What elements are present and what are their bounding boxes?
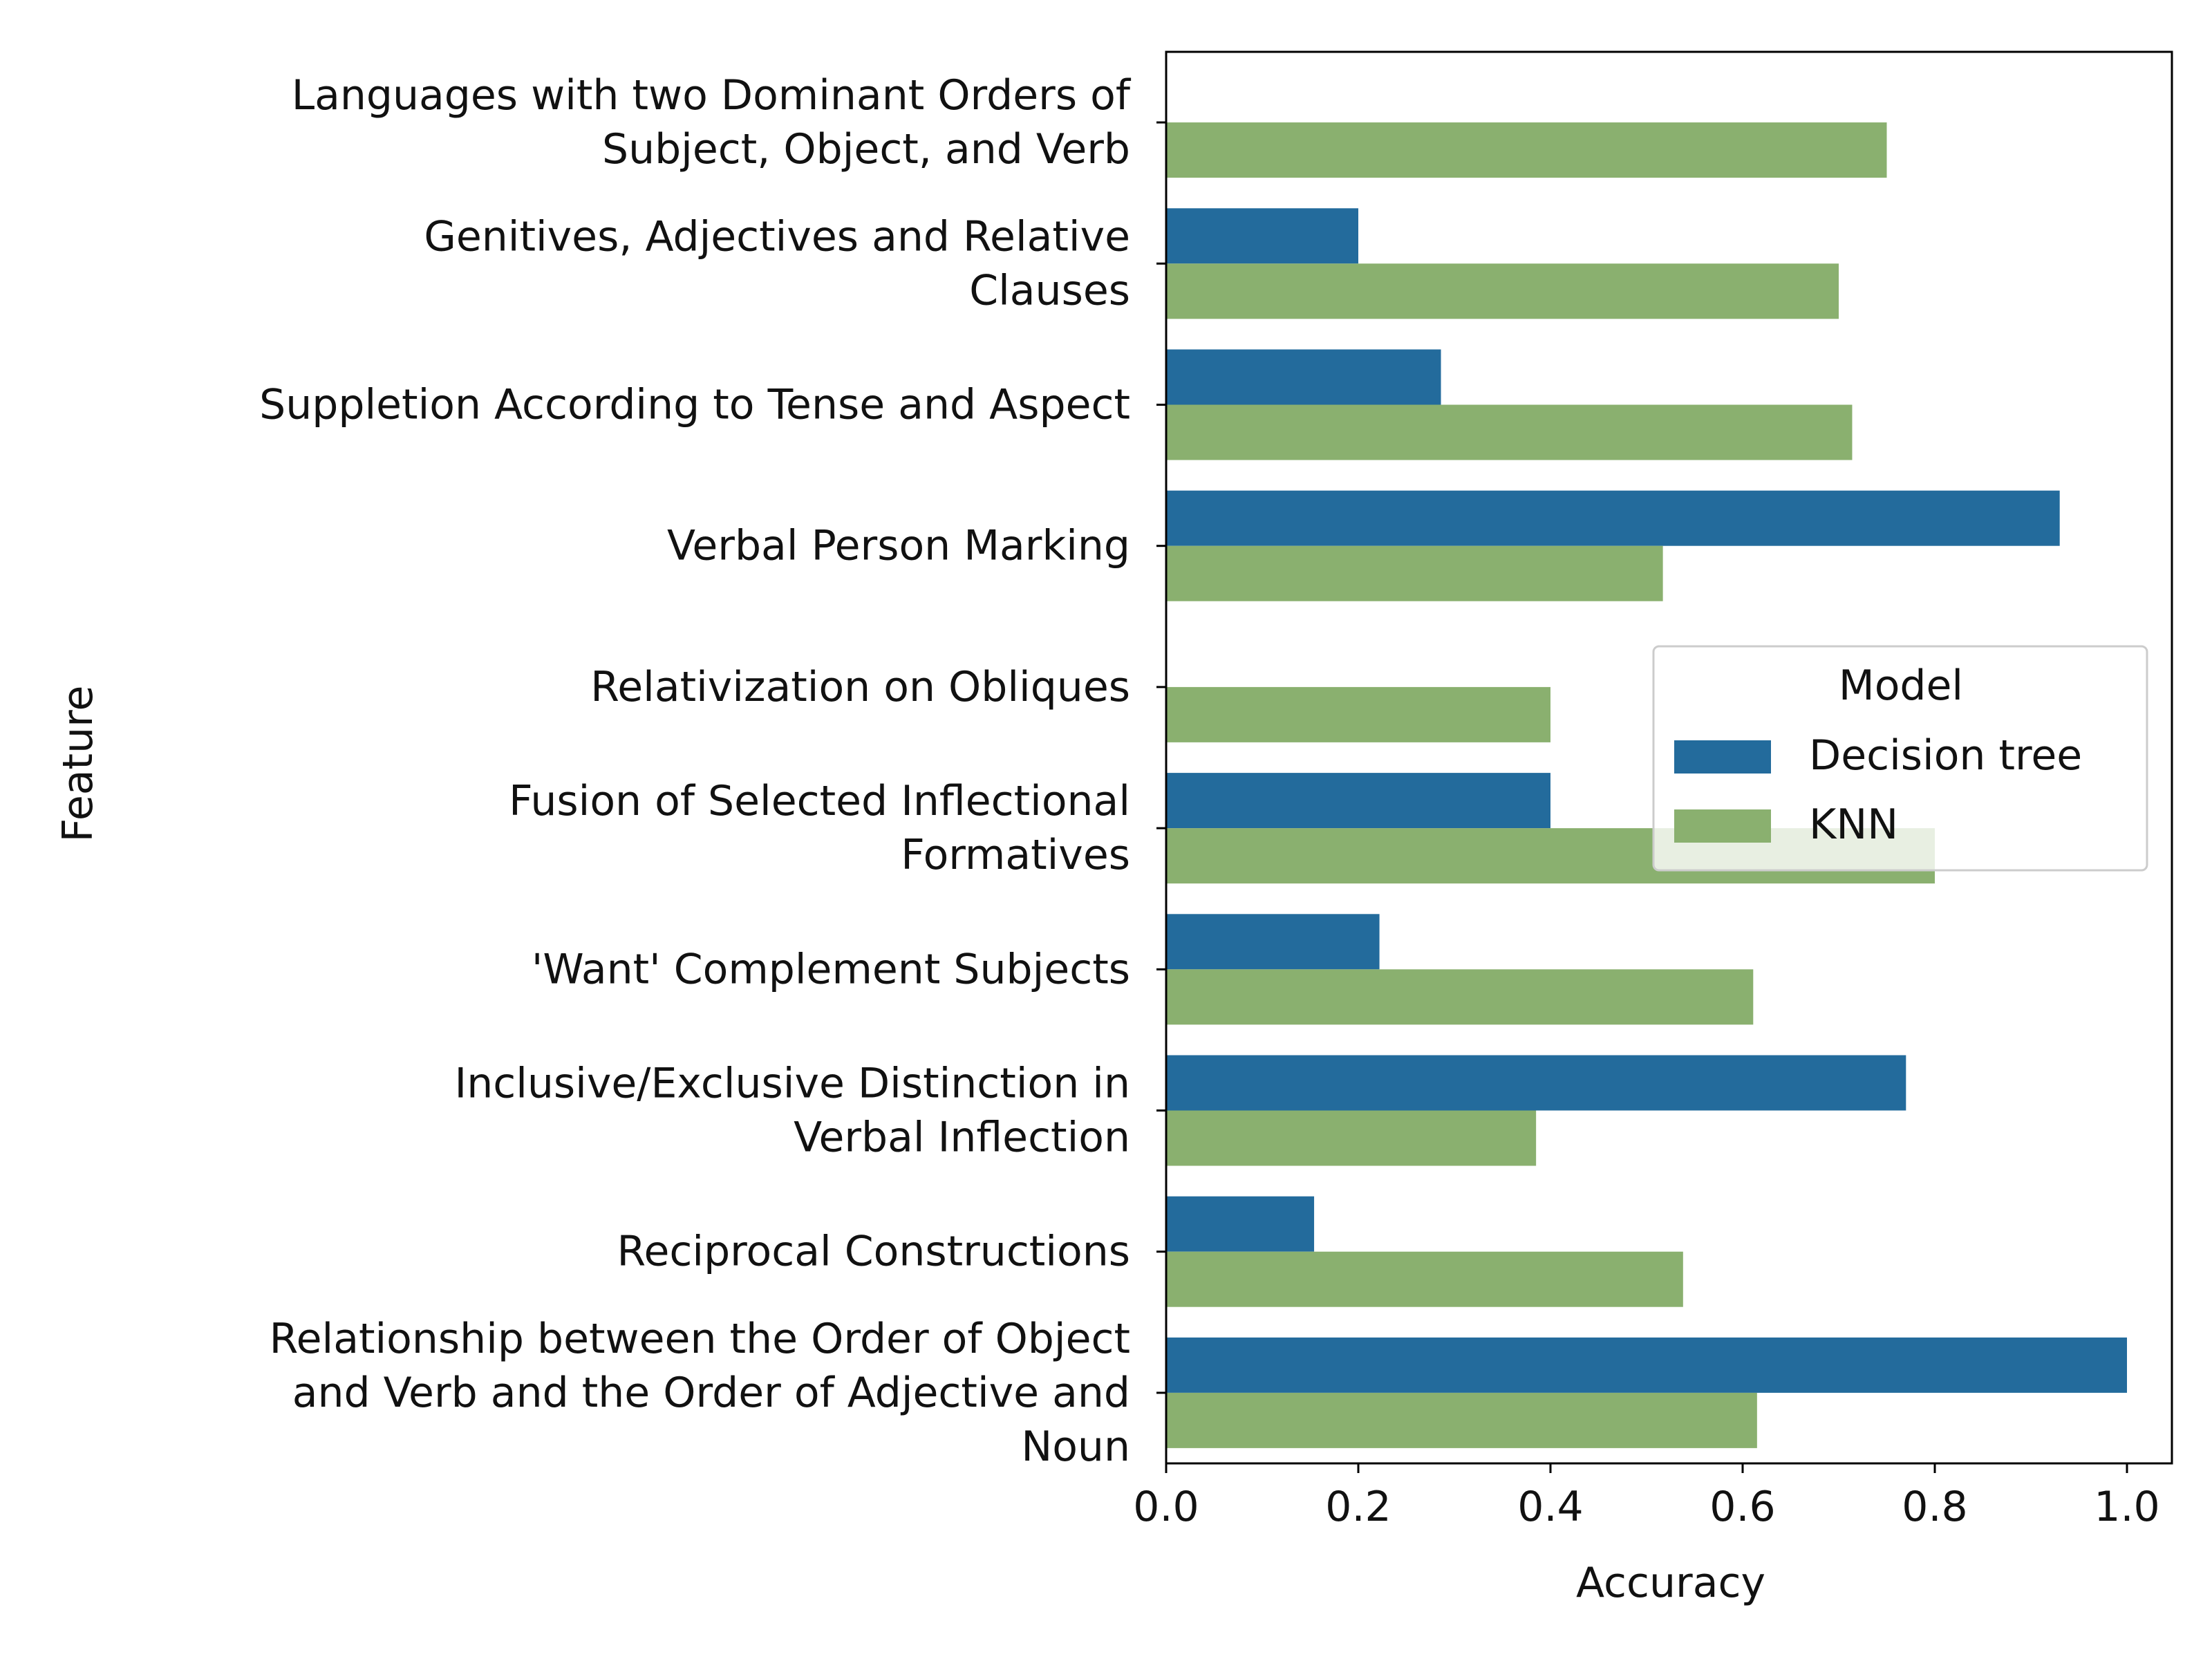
bar-knn <box>1166 122 1887 178</box>
x-tick-label: 0.0 <box>1133 1483 1199 1531</box>
bar-knn <box>1166 1110 1537 1166</box>
bar-knn <box>1166 1251 1683 1307</box>
x-tick-label: 0.6 <box>1709 1483 1775 1531</box>
legend-swatch <box>1674 740 1771 774</box>
bar-knn <box>1166 263 1839 319</box>
bar-decision-tree <box>1166 349 1441 405</box>
x-tick-label: 0.2 <box>1325 1483 1391 1531</box>
bar-decision-tree <box>1166 914 1380 970</box>
bar-knn <box>1166 1392 1757 1448</box>
category-label: Verbal Person Marking <box>667 522 1130 570</box>
bar-decision-tree <box>1166 1196 1315 1252</box>
legend-label: KNN <box>1809 800 1898 849</box>
legend-box <box>1652 645 2148 872</box>
bars-layer <box>1166 122 2127 1448</box>
category-label: Inclusive/Exclusive Distinction in Verbal… <box>455 1060 1131 1162</box>
legend-swatch <box>1674 809 1771 843</box>
bar-knn <box>1166 969 1754 1025</box>
legend: Model Decision tree KNN <box>1652 645 2148 872</box>
category-label: Genitives, Adjectives and Relative Clause… <box>424 212 1130 315</box>
bar-decision-tree <box>1166 773 1550 829</box>
x-tick-label: 1.0 <box>2094 1483 2159 1531</box>
bar-knn <box>1166 404 1853 460</box>
bar-decision-tree <box>1166 1337 2127 1393</box>
legend-title: Model <box>1839 662 1963 710</box>
plot-frame <box>1165 50 2173 1465</box>
bar-decision-tree <box>1166 490 2060 546</box>
x-axis-label: Accuracy <box>1576 1559 1765 1607</box>
category-label: Relativization on Obliques <box>590 663 1130 711</box>
category-label: 'Want' Complement Subjects <box>532 945 1130 993</box>
category-label: Reciprocal Constructions <box>617 1228 1131 1276</box>
legend-label: Decision tree <box>1809 731 2082 780</box>
y-axis-label: Feature <box>54 686 102 843</box>
x-tick-label: 0.4 <box>1517 1483 1583 1531</box>
bar-decision-tree <box>1166 208 1358 264</box>
category-label: Relationship between the Order of Object… <box>270 1315 1130 1471</box>
category-labels: Languages with two Dominant Orders of Sub… <box>259 71 1166 1471</box>
bar-knn <box>1166 545 1663 601</box>
bar-decision-tree <box>1166 1055 1906 1111</box>
x-tick-label: 0.8 <box>1902 1483 1967 1531</box>
category-label: Fusion of Selected Inflectional Formative… <box>509 777 1130 879</box>
x-ticks: 0.0 0.2 0.4 0.6 0.8 1.0 <box>1133 1463 2160 1531</box>
bar-knn <box>1166 686 1550 742</box>
category-label: Suppletion According to Tense and Aspect <box>259 381 1130 429</box>
category-label: Languages with two Dominant Orders of Sub… <box>292 71 1132 174</box>
